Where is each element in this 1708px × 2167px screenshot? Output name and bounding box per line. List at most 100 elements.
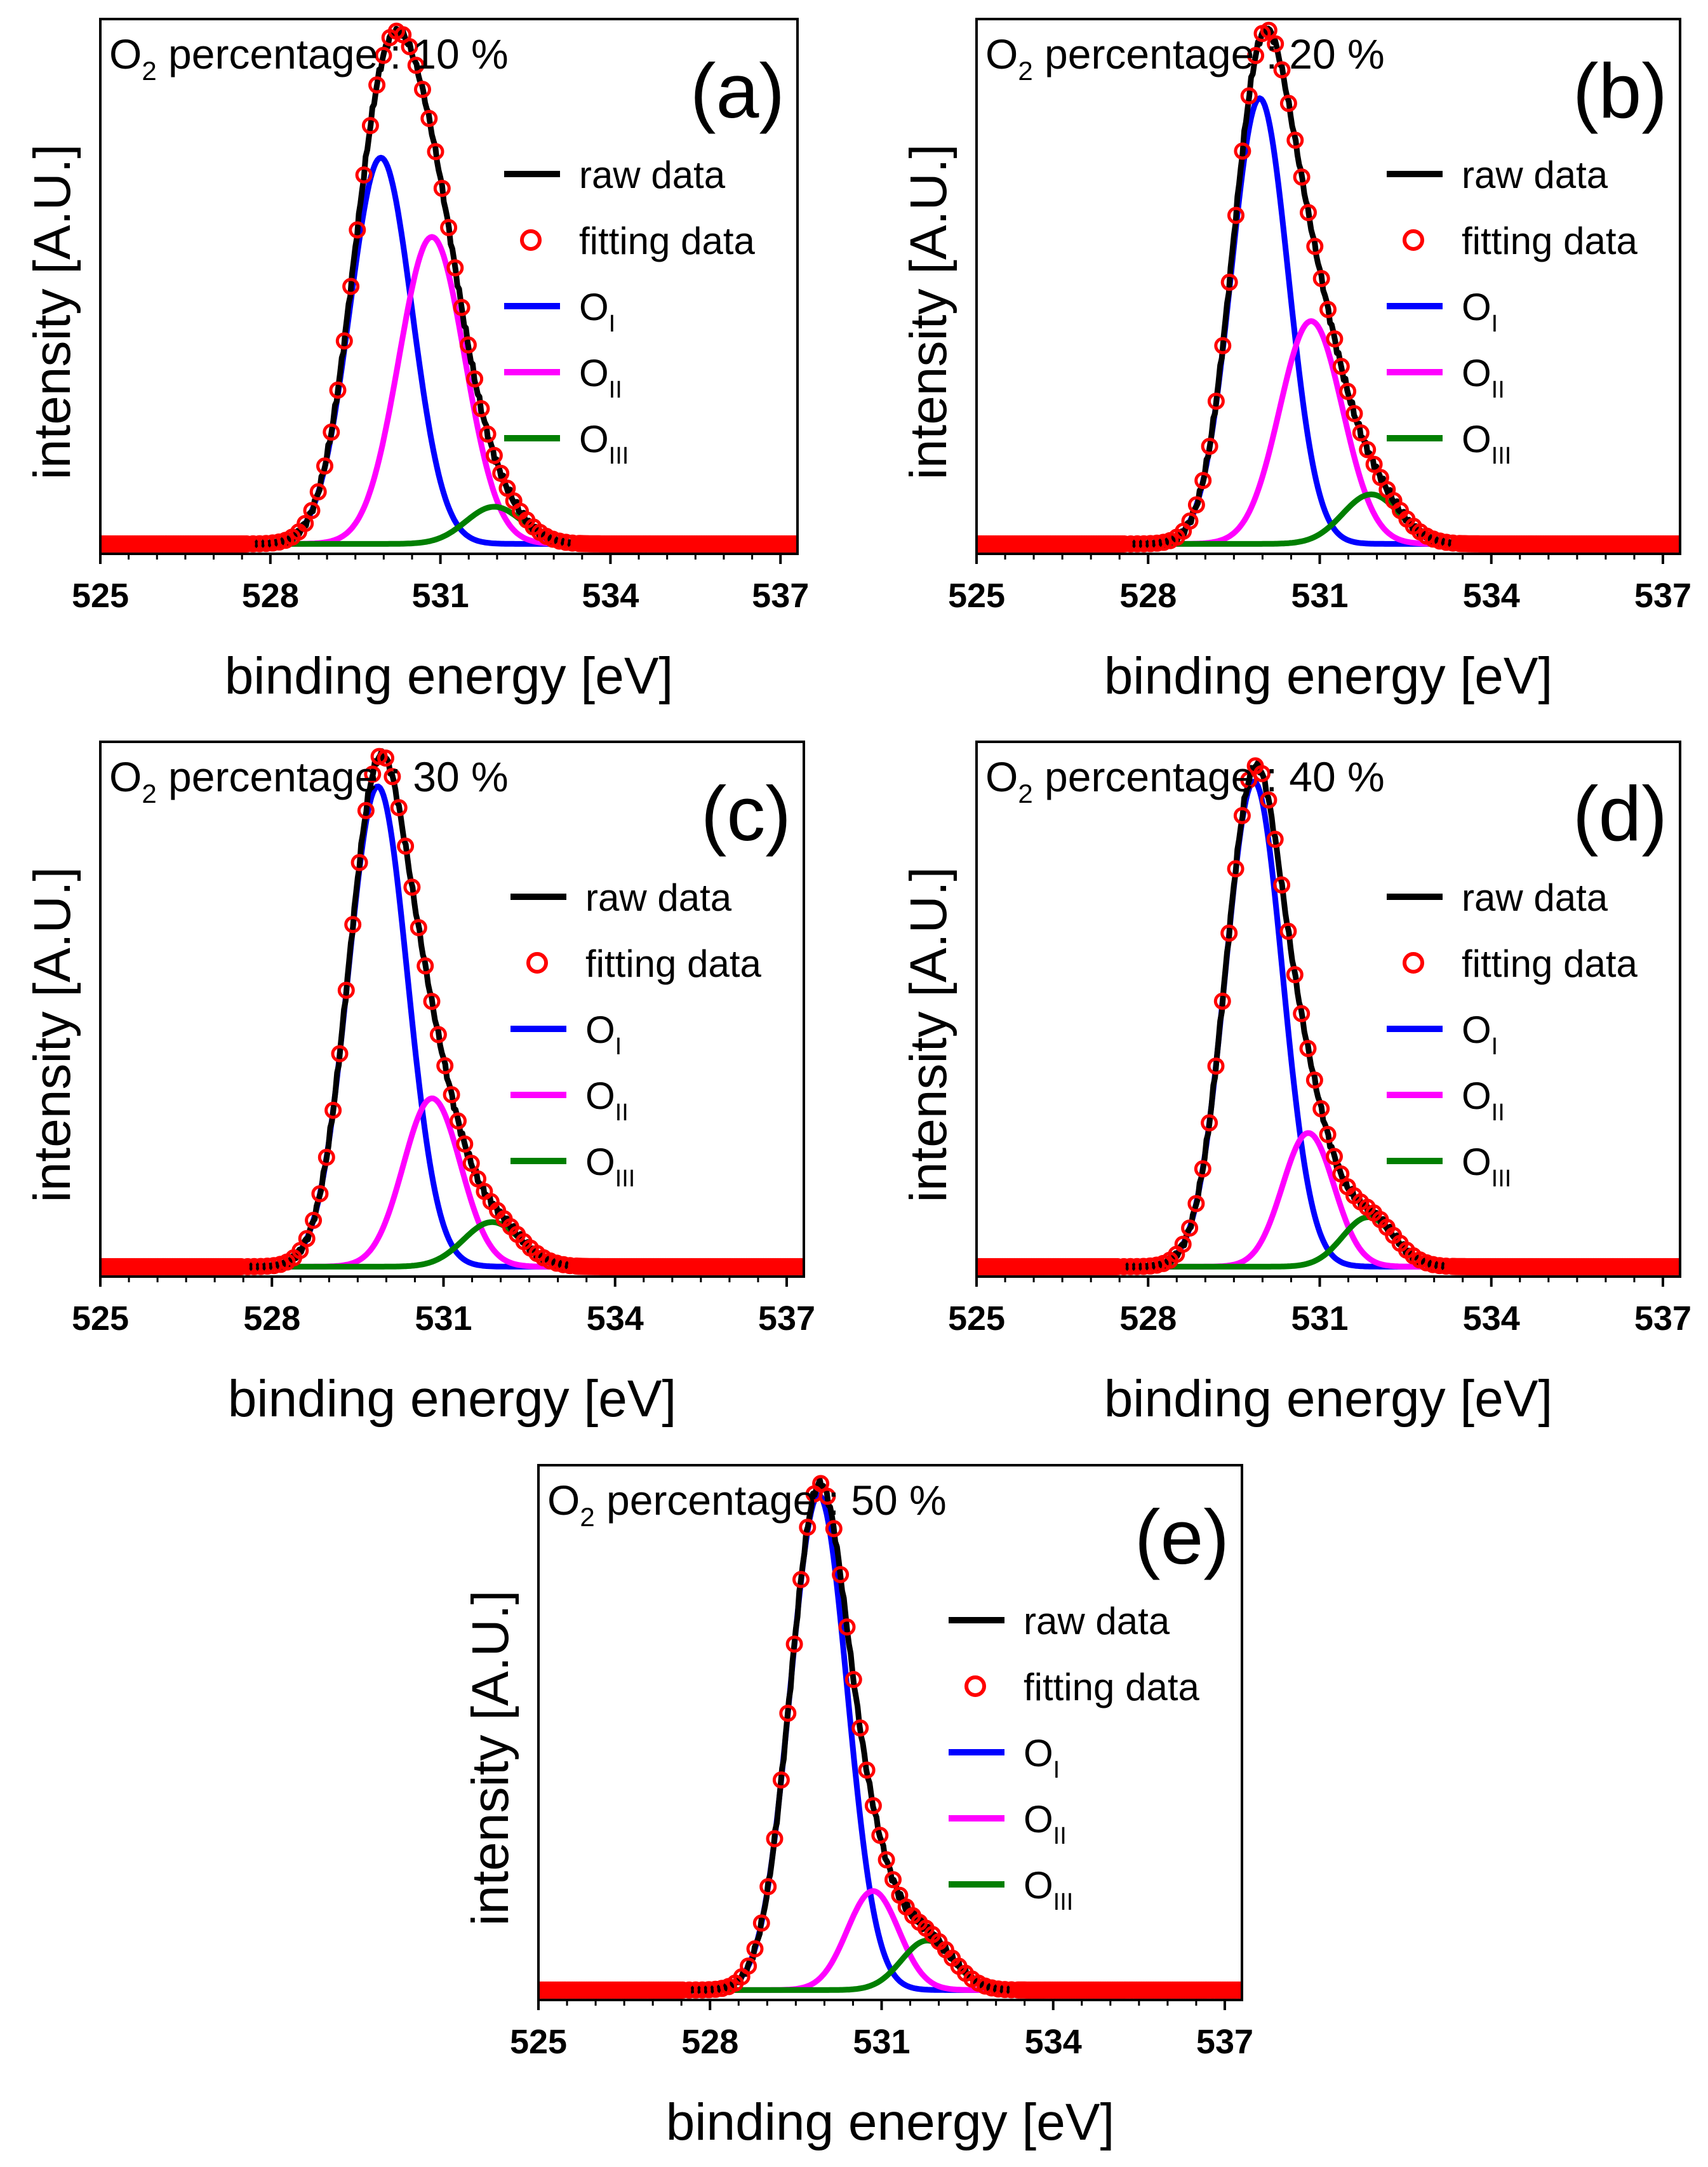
fitting-data-point xyxy=(1227,860,1244,878)
series-fitting-data-points xyxy=(977,22,1680,553)
fitting-data-point xyxy=(316,457,333,475)
fitting-data-point xyxy=(331,1045,349,1063)
fitting-data-point xyxy=(401,38,418,55)
y-axis-title: intensity [A.U.] xyxy=(23,867,81,1203)
legend-label-fitting-data: fitting data xyxy=(1462,943,1638,985)
fitting-data-point xyxy=(472,400,490,417)
fitting-data-point xyxy=(884,1871,902,1889)
fitting-data-point xyxy=(1220,924,1238,942)
fitting-data-point xyxy=(1267,35,1284,53)
fitting-data-point xyxy=(368,76,386,94)
y-axis-title: intensity [A.U.] xyxy=(462,1590,519,1926)
fitting-data-point xyxy=(1319,1125,1337,1143)
panel-label: (b) xyxy=(1573,48,1667,134)
fitting-data-point xyxy=(871,1827,889,1844)
x-tick-label: 537 xyxy=(758,1299,815,1338)
legend-label-fitting-data: fitting data xyxy=(585,943,761,985)
x-tick-label: 528 xyxy=(1119,577,1177,615)
fitting-data-point xyxy=(420,110,438,127)
series-fitting-data-points xyxy=(100,748,804,1275)
o2-percentage-annotation: O2 percentage : 40 % xyxy=(985,753,1385,808)
fitting-data-point xyxy=(1174,1235,1192,1253)
panel-label: (a) xyxy=(690,48,785,134)
legend-label-oi: OI xyxy=(579,286,615,337)
fitting-data-point xyxy=(1345,405,1363,422)
y-axis-title: intensity [A.U.] xyxy=(900,867,957,1203)
fitting-data-point xyxy=(335,332,353,350)
fitting-data-point xyxy=(423,993,441,1010)
fitting-data-point xyxy=(450,1112,467,1130)
x-tick-label: 528 xyxy=(242,577,299,615)
fitting-data-point xyxy=(384,768,401,786)
fitting-data-point xyxy=(436,1057,454,1075)
fitting-data-point xyxy=(492,464,510,482)
fitting-data-point xyxy=(838,1618,856,1636)
x-tick-label: 534 xyxy=(1025,2023,1082,2061)
fitting-data-point xyxy=(1260,22,1278,39)
y-axis-title: intensity [A.U.] xyxy=(900,144,957,480)
fitting-data-point xyxy=(740,1957,757,1975)
fitting-data-point xyxy=(462,1155,480,1172)
plot-frame xyxy=(975,741,1681,1278)
x-axis-title: binding energy [eV] xyxy=(666,2093,1115,2151)
fitting-data-point xyxy=(466,370,484,388)
fitting-data-point xyxy=(303,502,321,520)
plot-frame xyxy=(537,1464,1243,2001)
plot-area xyxy=(977,757,1680,1275)
legend-label-fitting-data: fitting data xyxy=(1462,220,1638,262)
series-oii-line xyxy=(100,234,797,547)
fitting-data-point xyxy=(440,218,458,236)
fitting-data-point xyxy=(1181,1219,1199,1237)
x-tick-label: 531 xyxy=(412,577,469,615)
fitting-data-point xyxy=(1187,496,1205,514)
fitting-data-point xyxy=(1326,330,1344,348)
fitting-data-point xyxy=(344,916,362,934)
plot-area xyxy=(977,22,1680,553)
fitting-data-point xyxy=(429,1026,447,1043)
legend-label-oiii: OIII xyxy=(1024,1864,1073,1915)
fitting-data-point xyxy=(1305,1071,1323,1089)
fitting-data-point xyxy=(1293,168,1311,186)
fitting-data-point xyxy=(1266,831,1284,848)
panel-d: 525 528 531 534 537 binding energy [eV] intens… xyxy=(900,741,1691,1428)
legend-label-oiii: OIII xyxy=(1462,1141,1511,1192)
fitting-data-point xyxy=(1214,337,1232,354)
fitting-data-point xyxy=(1247,47,1265,64)
x-tick-label: 525 xyxy=(72,1299,129,1338)
fitting-data-point xyxy=(877,1851,895,1868)
fitting-data-point xyxy=(1300,204,1317,222)
fitting-data-point xyxy=(297,514,314,532)
fitting-data-point xyxy=(453,299,470,316)
x-axis-title: binding energy [eV] xyxy=(1104,1370,1553,1428)
fitting-data-point xyxy=(1299,1040,1317,1057)
fitting-data-point xyxy=(785,1635,803,1653)
fitting-data-point xyxy=(1194,1160,1211,1177)
series-fitting-data-points xyxy=(538,1475,1242,1999)
series-fitting-data-points xyxy=(100,22,797,553)
fitting-data-point xyxy=(317,1148,335,1166)
fitting-data-point xyxy=(1213,992,1231,1010)
fitting-data-point xyxy=(1227,206,1244,224)
fitting-data-point xyxy=(337,981,355,999)
fitting-data-point xyxy=(342,278,360,295)
fitting-data-point xyxy=(377,749,394,767)
legend-label-raw-data: raw data xyxy=(1024,1600,1170,1642)
legend-label-raw-data: raw data xyxy=(585,876,732,919)
fitting-data-point xyxy=(1194,472,1212,490)
plot-frame xyxy=(99,18,799,555)
fitting-data-point xyxy=(858,1761,876,1779)
o2-percentage-annotation: O2 percentage : 50 % xyxy=(547,1477,947,1532)
legend-swatch-fitting-data xyxy=(1403,952,1424,974)
y-axis-title: intensity [A.U.] xyxy=(23,144,81,480)
legend-label-oi: OI xyxy=(1462,1009,1498,1060)
fitting-data-point xyxy=(1312,1100,1330,1118)
legend: raw data fitting data OI OII OIII xyxy=(1387,154,1638,469)
fitting-data-point xyxy=(1339,382,1357,400)
legend-label-oii: OII xyxy=(1024,1798,1067,1849)
fitting-data-point xyxy=(459,336,477,354)
legend-label-oiii: OIII xyxy=(1462,418,1511,469)
o2-percentage-annotation: O2 percentage : 10 % xyxy=(109,30,509,86)
legend-label-raw-data: raw data xyxy=(1462,876,1608,919)
fitting-data-point xyxy=(443,1086,460,1104)
